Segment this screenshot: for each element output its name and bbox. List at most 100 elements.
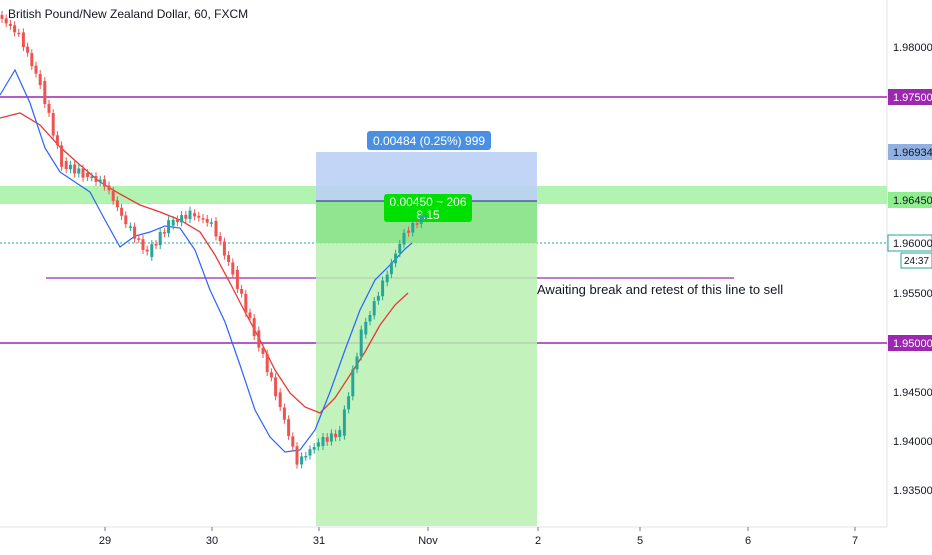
countdown-label: 24:37: [904, 256, 929, 267]
candle-body: [368, 315, 372, 322]
date-tick-6: 6: [745, 535, 751, 547]
candle-body: [98, 179, 102, 183]
candle-body: [141, 239, 145, 250]
candle-body: [389, 262, 393, 275]
candle-body: [43, 80, 47, 104]
candle-body: [150, 244, 154, 257]
date-tick-7: 7: [852, 535, 858, 547]
candle-body: [124, 215, 128, 225]
candle-body: [137, 238, 141, 240]
price-badge-1-95: 1.95000: [888, 335, 932, 351]
candle-body: [252, 318, 256, 337]
candle-body: [60, 145, 64, 167]
candle-body: [381, 280, 385, 297]
candle-body: [304, 456, 308, 458]
candle-body: [398, 243, 402, 254]
date-tick-29: 29: [99, 535, 111, 547]
measure-profit-box: [316, 201, 537, 526]
candle-body: [321, 437, 325, 446]
candle-body: [278, 392, 282, 408]
price-tick-1-98: 1.98000: [893, 42, 932, 54]
candle-body: [411, 222, 415, 233]
candle-body: [188, 210, 192, 219]
candle-body: [111, 190, 115, 201]
candle-body: [38, 74, 42, 86]
date-tick-nov: Nov: [418, 535, 438, 547]
candle-body: [184, 214, 188, 219]
candle-body: [94, 176, 98, 182]
candle-body: [180, 215, 184, 223]
date-tick-2: 2: [535, 535, 541, 547]
candle-body: [30, 53, 34, 67]
candle-body: [47, 103, 51, 113]
candle-body: [90, 176, 94, 179]
candle-body: [291, 436, 295, 447]
candle-body: [55, 135, 59, 146]
candle-body: [158, 232, 162, 246]
price-tick-1-935: 1.93500: [893, 485, 932, 497]
candle-body: [347, 396, 351, 410]
countdown-badge: 24:37: [900, 252, 932, 269]
price-badge-label: 1.96934: [893, 147, 932, 159]
candle-body: [316, 442, 320, 447]
candle-body: [287, 419, 291, 436]
price-axis: 1.98000 1.95500 1.94500 1.94000 1.93500: [893, 42, 932, 497]
date-tick-30: 30: [206, 535, 218, 547]
price-badge-current: 1.96000: [887, 234, 932, 252]
candle-body: [334, 433, 338, 438]
candle-body: [197, 215, 201, 218]
candle-body: [372, 301, 376, 316]
candle-body: [308, 449, 312, 456]
price-badge-label: 1.96000: [893, 238, 932, 250]
candle-body: [21, 32, 25, 48]
ema-fast-line: [0, 68, 413, 453]
candle-body: [376, 295, 380, 301]
candle-body: [120, 207, 124, 216]
candle-body: [145, 249, 149, 252]
candle-body: [312, 447, 316, 450]
candle-body: [359, 329, 363, 357]
candle-body: [240, 288, 244, 294]
candle-body: [86, 173, 90, 177]
candle-body: [205, 218, 209, 223]
candle-body: [231, 262, 235, 275]
candle-body: [325, 437, 329, 442]
candle-body: [394, 253, 398, 264]
candle-body: [257, 330, 261, 348]
price-badge-1-9645: 1.96450: [888, 192, 932, 208]
price-badge-label: 1.96450: [893, 195, 932, 207]
price-badge-label: 1.95000: [893, 338, 932, 350]
candle-body: [265, 353, 269, 373]
candle-body: [209, 222, 213, 224]
candle-body: [423, 215, 427, 217]
candle-body: [162, 232, 166, 234]
candle-body: [214, 220, 218, 237]
candle-body: [222, 241, 226, 256]
ema-slow-line: [0, 112, 409, 414]
measure-sub-label-1: 0.00450 ~ 206: [389, 195, 466, 209]
candle-body: [269, 372, 273, 378]
candle-body: [351, 369, 355, 397]
price-tick-1-945: 1.94500: [893, 387, 932, 399]
candle-body: [355, 356, 359, 370]
price-badge-1-975: 1.97500: [888, 89, 932, 105]
date-tick-31: 31: [313, 535, 325, 547]
candle-body: [68, 164, 72, 170]
candle-body: [244, 293, 248, 313]
candle-body: [300, 456, 304, 465]
candle-body: [8, 23, 12, 26]
candle-body: [34, 65, 38, 74]
candle-body: [13, 25, 17, 33]
measure-label: 0.00484 (0.25%) 999: [373, 134, 485, 148]
candle-body: [107, 185, 111, 191]
candle-body: [342, 409, 346, 436]
candle-body: [128, 226, 132, 228]
candle-body: [154, 244, 158, 246]
candle-body: [274, 377, 278, 397]
candle-body: [338, 430, 342, 437]
candle-body: [77, 168, 81, 174]
candle-body: [235, 269, 239, 289]
candle-body: [175, 219, 179, 223]
candle-body: [329, 433, 333, 442]
